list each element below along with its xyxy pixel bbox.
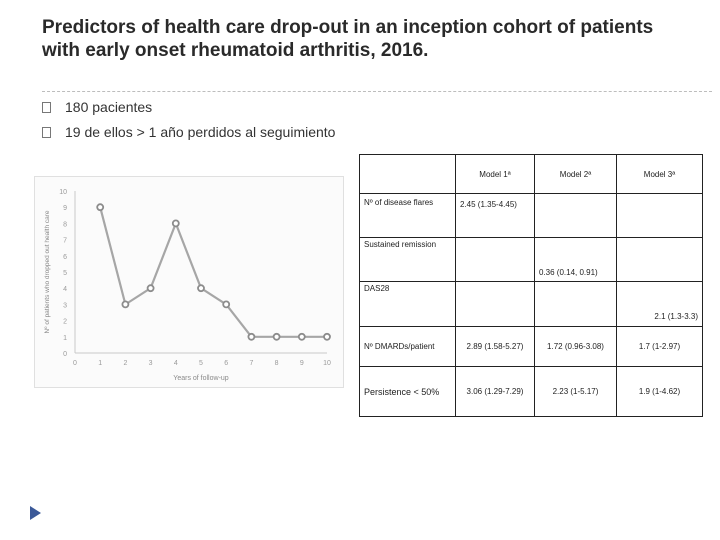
table-header-cell: Model 2ª <box>534 154 617 194</box>
x-tick-label: 5 <box>199 360 203 367</box>
checkbox-bullet-icon <box>42 101 51 113</box>
row-label: Nº DMARDs/patient <box>359 326 456 367</box>
data-point <box>297 332 306 341</box>
series-line <box>99 206 327 338</box>
table-header-cell: Model 1ª <box>455 154 535 194</box>
data-point <box>323 332 331 341</box>
x-tick-label: 9 <box>300 360 304 367</box>
table-row: DAS28 2.1 (1.3-3.3) <box>359 281 703 327</box>
slide-title: Predictors of health care drop-out in an… <box>42 17 654 61</box>
table-row: Nº DMARDs/patient 2.89 (1.58-5.27) 1.72 … <box>359 326 703 367</box>
model1-cell: 2.89 (1.58-5.27) <box>455 326 535 367</box>
y-tick-label: 8 <box>63 221 67 228</box>
chart-svg: 0 1 2 3 4 5 6 7 8 9 10 0 1 2 3 4 5 6 7 8 9 10 Years of follow-… <box>44 189 331 382</box>
y-tick-label: 4 <box>63 286 67 293</box>
x-tick-label: 3 <box>149 360 153 367</box>
model3-cell <box>616 193 703 238</box>
model1-cell <box>455 237 535 282</box>
data-point <box>247 332 256 341</box>
x-tick-label: 7 <box>249 360 253 367</box>
x-tick-label: 2 <box>123 360 127 367</box>
table-header-cell <box>359 154 456 194</box>
model2-cell: 1.72 (0.96-3.08) <box>534 326 617 367</box>
model2-cell: 2.23 (1-5.17) <box>534 366 617 417</box>
y-tick-label: 7 <box>63 238 67 245</box>
y-tick-label: 0 <box>63 351 67 358</box>
x-tick-label: 1 <box>98 360 102 367</box>
table-header-cell: Model 3ª <box>616 154 703 194</box>
row-label: Sustained remission <box>359 237 456 282</box>
table-row: Nº of disease flares 2.45 (1.35-4.45) <box>359 193 703 238</box>
y-tick-label: 9 <box>63 205 67 212</box>
y-tick-label: 10 <box>59 189 67 196</box>
y-axis-label: Nº of patients who dropped out health ca… <box>44 210 51 333</box>
y-tick-label: 2 <box>63 319 67 326</box>
table-row: Sustained remission 0.36 (0.14, 0.91) <box>359 237 703 282</box>
table-row: Persistence < 50% 3.06 (1.29-7.29) 2.23 … <box>359 366 703 417</box>
row-label: Nº of disease flares <box>359 193 456 238</box>
bullet-text: 19 de ellos > 1 año perdidos al seguimie… <box>65 124 336 140</box>
row-label: Persistence < 50% <box>359 366 456 417</box>
y-tick-label: 5 <box>63 270 67 277</box>
data-point <box>222 300 231 309</box>
model1-cell: 3.06 (1.29-7.29) <box>455 366 535 417</box>
x-tick-label: 0 <box>73 360 77 367</box>
y-tick-label: 3 <box>63 302 67 309</box>
data-point <box>272 332 281 341</box>
dropout-line-chart: 0 1 2 3 4 5 6 7 8 9 10 0 1 2 3 4 5 6 7 8 9 10 Years of follow-… <box>34 176 344 388</box>
data-point <box>96 203 105 212</box>
model3-cell <box>616 237 703 282</box>
checkbox-bullet-icon <box>42 126 51 138</box>
model2-cell: 0.36 (0.14, 0.91) <box>534 237 617 282</box>
model1-cell: 2.45 (1.35-4.45) <box>455 193 535 238</box>
model3-cell: 2.1 (1.3-3.3) <box>616 281 703 327</box>
row-label: DAS28 <box>359 281 456 327</box>
x-tick-label: 10 <box>323 360 331 367</box>
title-divider <box>42 91 712 92</box>
x-tick-label: 4 <box>174 360 178 367</box>
data-point <box>197 284 205 293</box>
bullet-item: 180 pacientes <box>42 99 152 115</box>
x-tick-label: 8 <box>275 360 279 367</box>
x-tick-label: 6 <box>224 360 228 367</box>
bullet-text: 180 pacientes <box>65 99 153 115</box>
model3-cell: 1.7 (1-2.97) <box>616 326 703 367</box>
data-point <box>121 300 130 309</box>
bullet-item: 19 de ellos > 1 año perdidos al seguimie… <box>42 124 335 140</box>
model2-cell <box>534 281 617 327</box>
model1-cell <box>455 281 535 327</box>
models-table: Model 1ª Model 2ª Model 3ª Nº of disease… <box>359 154 703 417</box>
model3-cell: 1.9 (1-4.62) <box>616 366 703 417</box>
y-tick-label: 1 <box>63 335 67 342</box>
table-header-row: Model 1ª Model 2ª Model 3ª <box>359 154 703 194</box>
x-axis-label: Years of follow-up <box>173 375 228 382</box>
model2-cell <box>534 193 617 238</box>
data-point <box>146 284 155 293</box>
y-tick-label: 6 <box>63 254 67 261</box>
data-point <box>171 219 180 228</box>
next-slide-arrow-icon[interactable] <box>30 506 41 520</box>
